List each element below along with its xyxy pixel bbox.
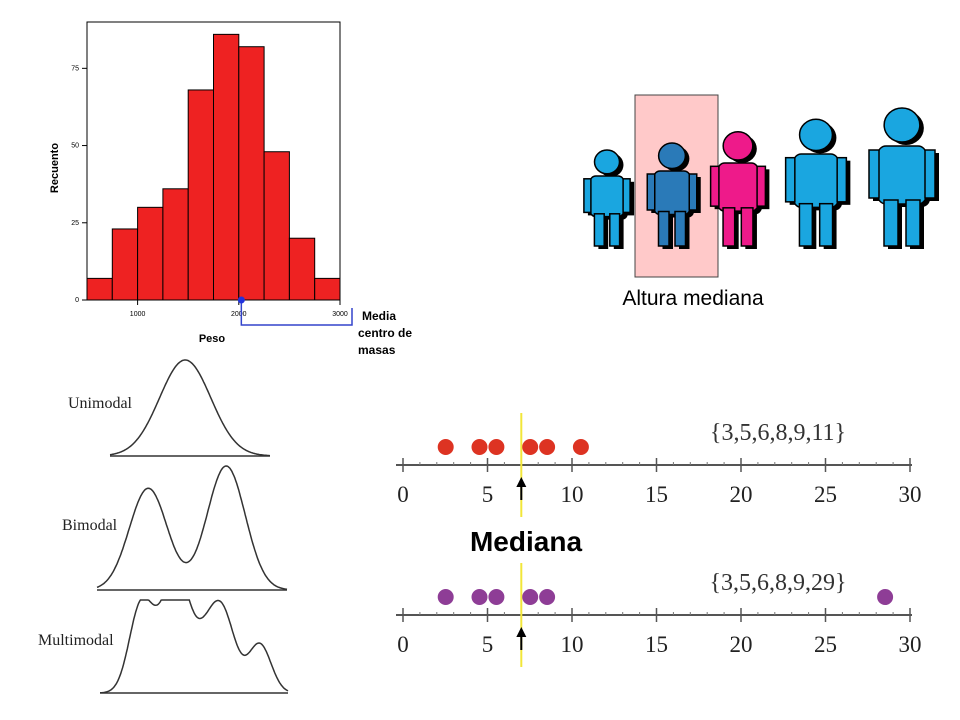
data-point	[539, 589, 556, 605]
y-tick-label: 50	[71, 143, 79, 150]
data-point	[471, 439, 488, 455]
number-line-label: 5	[482, 482, 494, 507]
person-part	[784, 156, 796, 203]
modality-label: Bimodal	[62, 517, 118, 534]
data-point	[522, 439, 539, 455]
person-part	[798, 118, 834, 152]
number-line-label: 15	[645, 482, 668, 507]
number-line-label: 20	[730, 482, 753, 507]
person-part	[674, 210, 687, 247]
person-figure	[784, 118, 851, 249]
mean-connector-line	[240, 300, 353, 326]
mean-annotation-line: masas	[358, 343, 396, 357]
person-part	[593, 149, 621, 175]
modality-label: Multimodal	[38, 632, 114, 649]
person-part	[883, 199, 899, 247]
person-part	[798, 202, 814, 247]
x-tick-label: 1000	[130, 311, 146, 318]
y-tick-label: 75	[71, 65, 79, 72]
data-point	[539, 439, 556, 455]
histogram-bar	[213, 33, 240, 301]
person-part	[924, 149, 936, 199]
number-line-label: 5	[482, 632, 494, 657]
histogram-bar	[137, 206, 164, 301]
bimodal-curve	[96, 465, 288, 591]
person-part	[622, 178, 631, 214]
number-line-label: 10	[561, 632, 584, 657]
number-line-label: 15	[645, 632, 668, 657]
person-figure	[709, 131, 770, 249]
number-line-label: 0	[397, 482, 409, 507]
number-line-label: 0	[397, 632, 409, 657]
number-line-label: 25	[814, 632, 837, 657]
person-part	[688, 173, 698, 211]
y-tick-label: 25	[71, 220, 79, 227]
person-figure	[868, 107, 939, 249]
person-part	[593, 213, 605, 247]
person-part	[583, 178, 592, 214]
data-point	[437, 439, 454, 455]
median-height-caption: Altura mediana	[622, 287, 764, 310]
data-point	[522, 589, 539, 605]
number-line-label: 25	[814, 482, 837, 507]
person-part	[836, 156, 848, 203]
x-tick-label: 2000	[231, 311, 247, 318]
person-part	[722, 131, 754, 161]
median-arrow-head	[516, 477, 527, 487]
number-line-label: 30	[899, 632, 922, 657]
mean-marker	[237, 296, 245, 304]
histogram-bar	[111, 228, 139, 301]
dot-plot-2: 0 5 10 15 20 25 30 {3,5,6,8,9,29}	[396, 563, 922, 667]
unimodal-curve	[109, 359, 270, 457]
modality-label: Unimodal	[68, 395, 133, 412]
x-axis-label: Peso	[199, 333, 226, 345]
mean-annotation-line: Media	[362, 309, 396, 323]
person-part	[722, 207, 736, 247]
person-figure	[646, 142, 701, 249]
data-point	[437, 589, 454, 605]
multimodal-curve	[100, 599, 289, 694]
person-part	[868, 149, 880, 199]
data-point	[488, 589, 505, 605]
person-part	[905, 199, 921, 247]
number-line-label: 20	[730, 632, 753, 657]
person-part	[646, 173, 656, 211]
person-figure	[583, 149, 635, 249]
set-label: {3,5,6,8,9,11}	[710, 420, 846, 446]
y-axis-label: Recuento	[49, 143, 61, 193]
median-title: Mediana	[470, 526, 582, 557]
histogram-bar	[263, 151, 290, 301]
histogram-bar	[187, 89, 214, 301]
number-line-label: 10	[561, 482, 584, 507]
data-point	[572, 439, 589, 455]
histogram-bar	[288, 237, 316, 301]
person-part	[657, 210, 670, 247]
person-part	[756, 165, 767, 207]
median-arrow-head	[516, 627, 527, 637]
number-line-label: 30	[899, 482, 922, 507]
data-point	[877, 589, 894, 605]
person-part	[657, 142, 687, 170]
person-part	[883, 107, 921, 143]
mean-annotation-line: centro de	[358, 326, 412, 340]
y-tick-label: 0	[75, 297, 79, 304]
data-point	[471, 589, 488, 605]
person-part	[818, 202, 834, 247]
person-part	[740, 207, 754, 247]
histogram-bar	[314, 277, 341, 301]
person-part	[609, 213, 621, 247]
histogram-bar	[162, 188, 189, 301]
data-point	[488, 439, 505, 455]
person-part	[709, 165, 720, 207]
dot-plot-1: 0 5 10 15 20 25 30 {3,5,6,8,9,11}	[396, 413, 922, 517]
set-label: {3,5,6,8,9,29}	[709, 570, 846, 596]
x-tick-label: 3000	[332, 311, 348, 318]
